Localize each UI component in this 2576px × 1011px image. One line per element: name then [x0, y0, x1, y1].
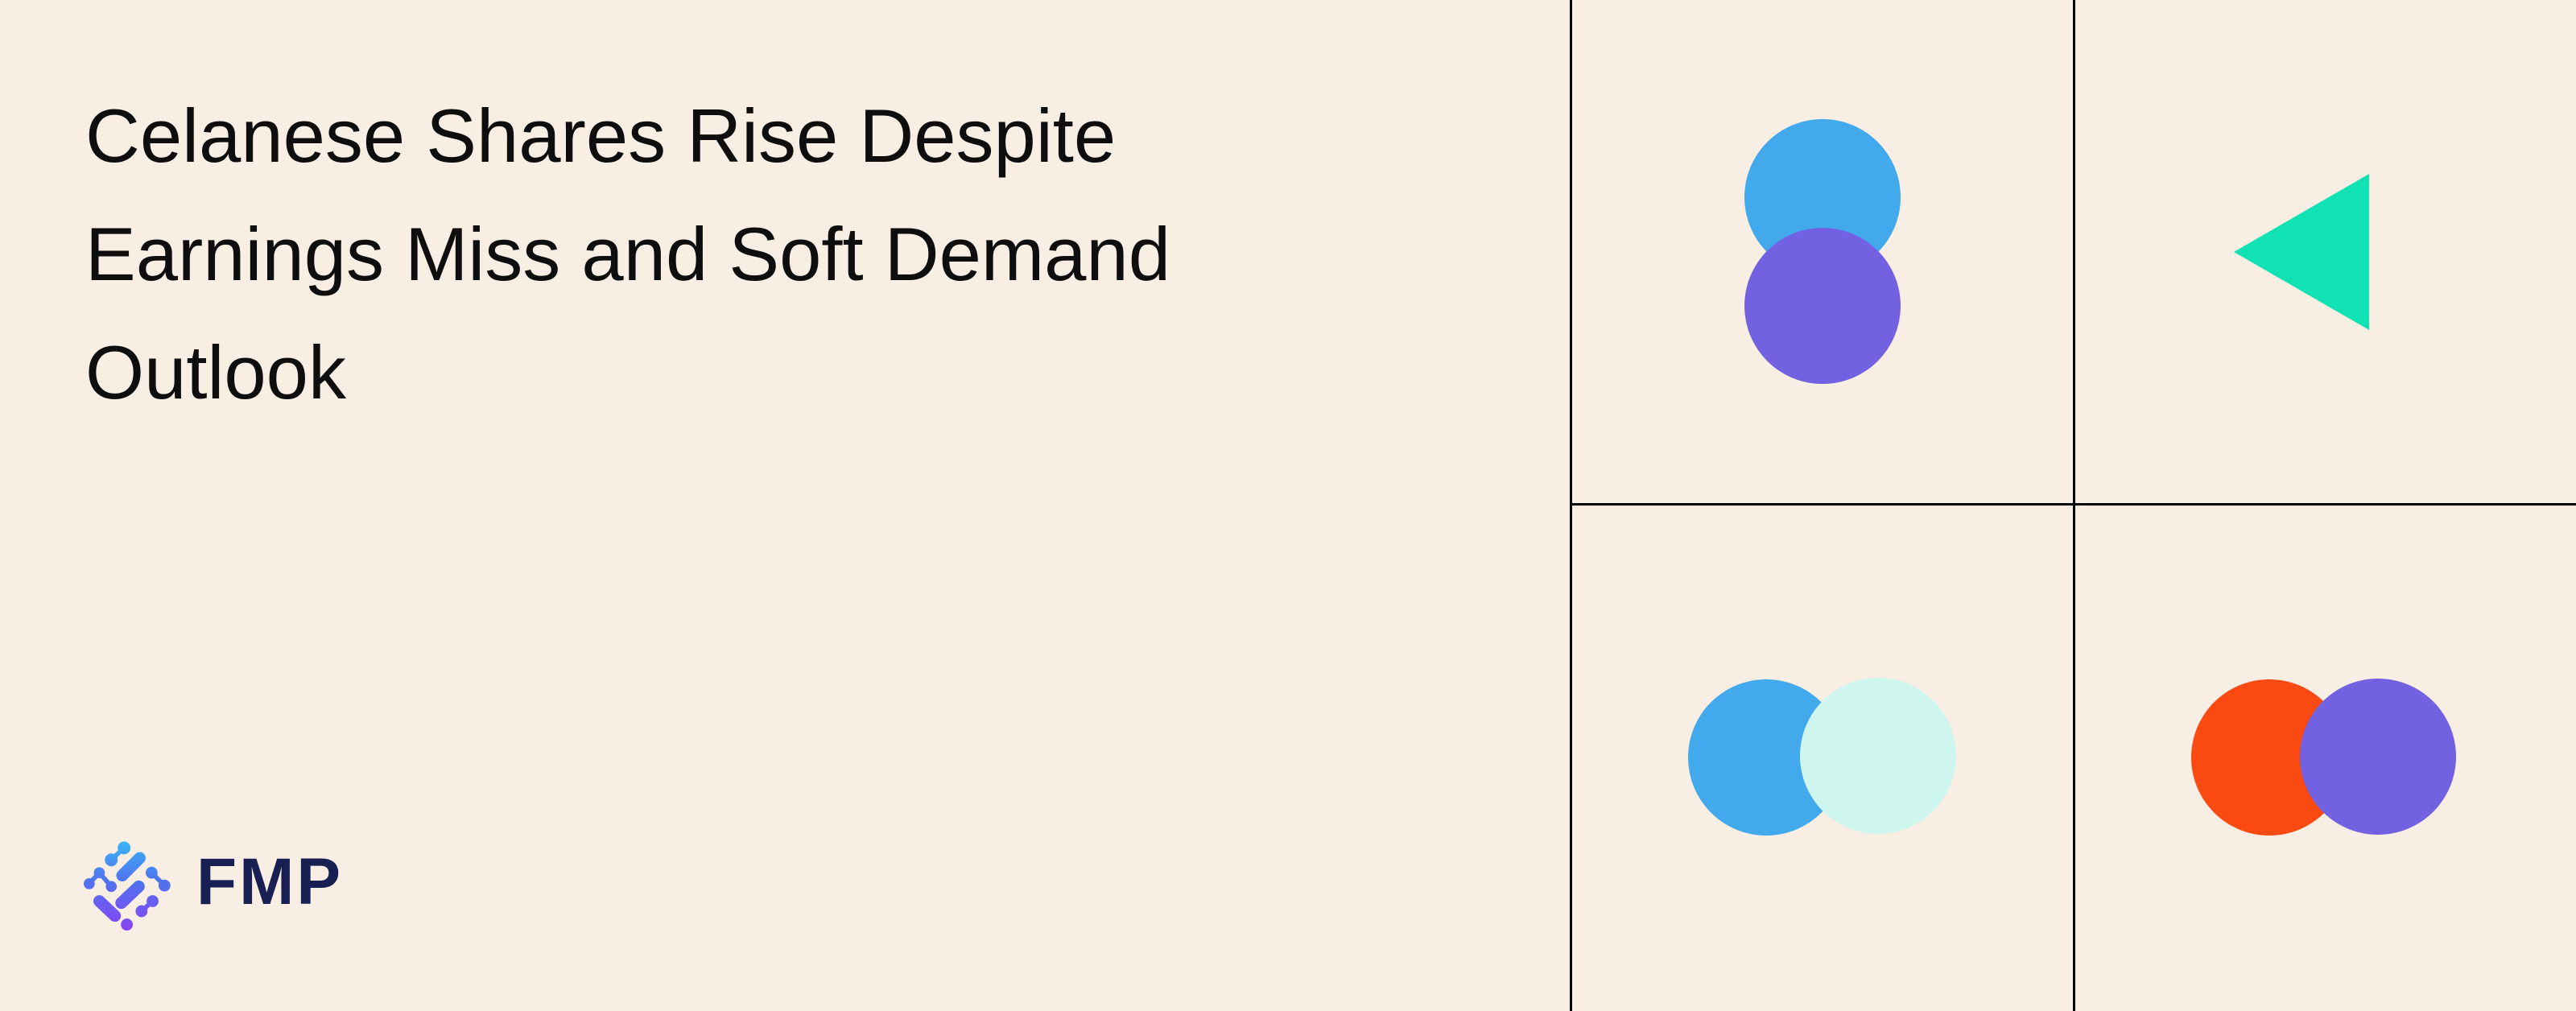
headline-line-1: Celanese Shares Rise Despite	[85, 93, 1117, 178]
shape-grid	[1570, 0, 2576, 1011]
fmp-logo: FMP	[84, 839, 343, 931]
shape-panel-top-left	[1572, 0, 2075, 506]
headline: Celanese Shares Rise Despite Earnings Mi…	[85, 76, 1170, 431]
shape-panel-bottom-left	[1572, 506, 2075, 1011]
teal-left-triangle-icon	[2234, 174, 2369, 330]
headline-line-3: Outlook	[85, 330, 346, 415]
fmp-molecule-icon	[84, 841, 171, 931]
fmp-logo-text: FMP	[196, 845, 344, 918]
purple-circle	[2300, 679, 2456, 835]
shape-panel-top-right	[2075, 0, 2576, 506]
purple-circle	[1744, 228, 1901, 384]
shape-panel-bottom-right	[2075, 506, 2576, 1011]
light-cyan-circle	[1800, 678, 1956, 834]
headline-line-2: Earnings Miss and Soft Demand	[85, 212, 1170, 296]
